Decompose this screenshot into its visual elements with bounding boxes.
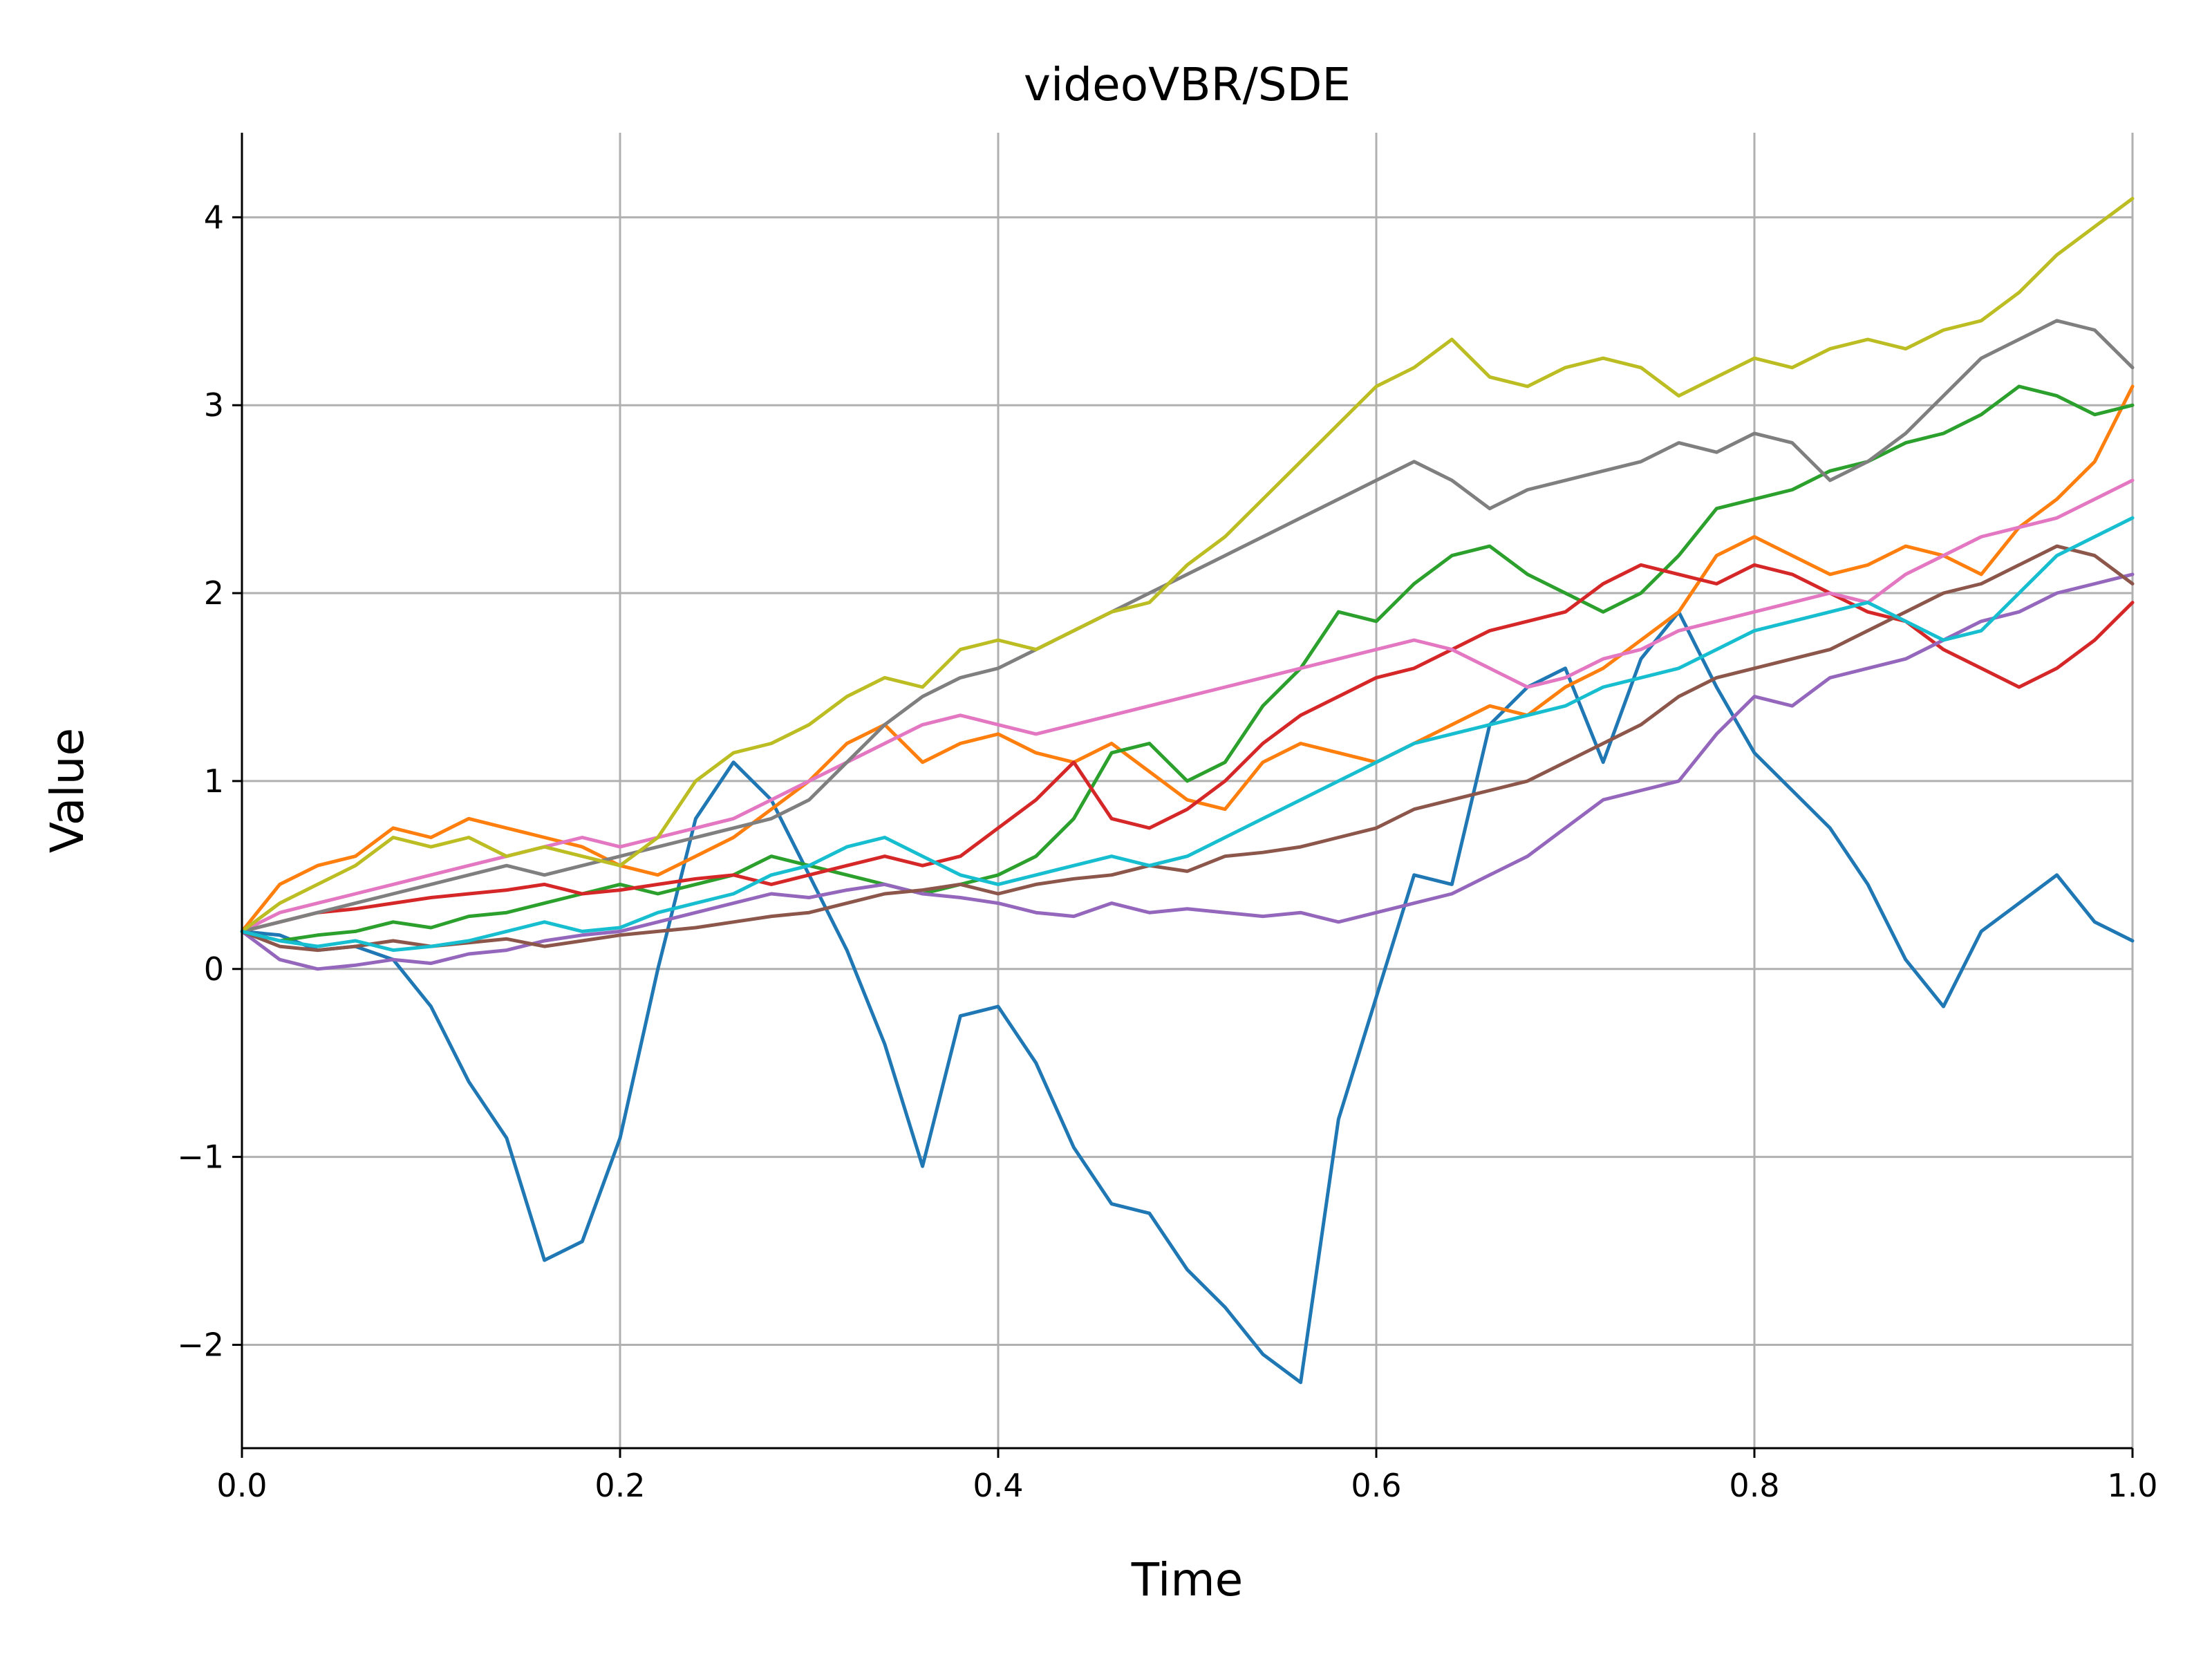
y-tick-label: 0	[204, 950, 224, 988]
y-tick-label: −2	[177, 1326, 224, 1363]
y-axis-label: Value	[41, 728, 94, 853]
grid-layer	[241, 133, 2134, 1448]
chart-title: videoVBR/SDE	[1024, 58, 1351, 111]
x-tick-label: 1.0	[2107, 1467, 2157, 1504]
y-tick-label: 2	[204, 574, 224, 612]
series-line-7	[240, 478, 2135, 933]
ticks-layer: 0.0 0.2 0.4 0.6 0.8 1.0 −2 −1 0 1 2 3 4	[177, 198, 2157, 1504]
x-tick-label: 0.4	[973, 1467, 1023, 1504]
series-line-4	[240, 563, 2135, 933]
series-line-1	[240, 610, 2135, 1385]
series-line-3	[240, 384, 2135, 943]
series-line-2	[240, 384, 2135, 933]
y-tick-label: 4	[204, 198, 224, 236]
series-line-8	[240, 319, 2135, 933]
x-tick-label: 0.6	[1351, 1467, 1401, 1504]
axes-layer	[241, 133, 2133, 1450]
series-line-9	[240, 196, 2135, 933]
x-tick-label: 0.8	[1729, 1467, 1779, 1504]
y-tick-label: −1	[177, 1138, 224, 1176]
y-tick-label: 3	[204, 386, 224, 424]
y-tick-label: 1	[204, 762, 224, 800]
series-line-5	[240, 572, 2135, 971]
x-axis-label: Time	[1131, 1553, 1244, 1606]
series-line-6	[240, 544, 2135, 953]
series-line-10	[240, 516, 2135, 953]
x-tick-label: 0.0	[216, 1467, 267, 1504]
x-tick-label: 0.2	[594, 1467, 645, 1504]
series-layer	[240, 196, 2135, 1385]
